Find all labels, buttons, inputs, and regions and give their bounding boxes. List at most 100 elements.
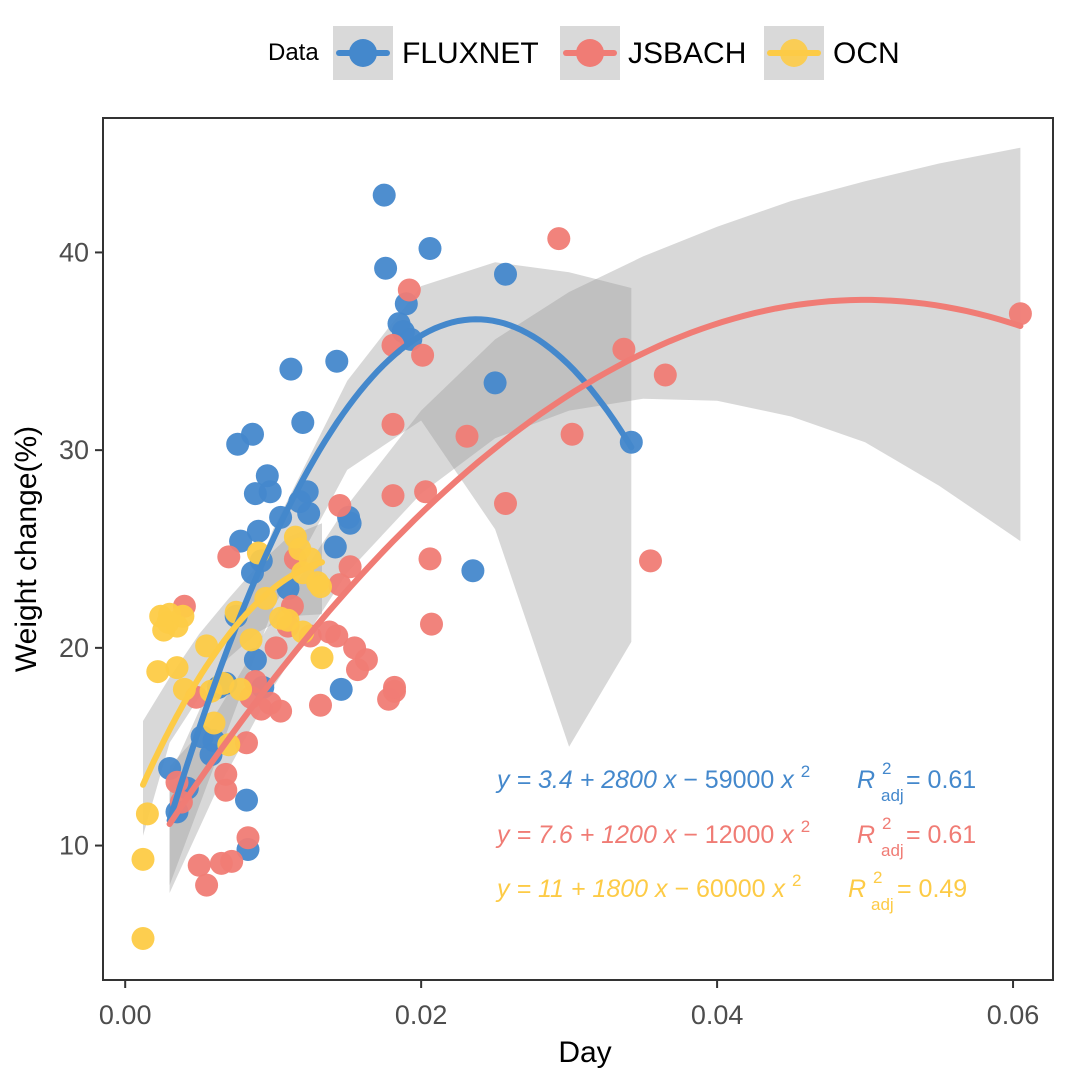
data-point-jsbach (235, 731, 258, 755)
data-point-ocn (171, 604, 195, 628)
legend-point-jsbach (576, 39, 604, 67)
data-point-fluxnet (291, 411, 315, 434)
data-point-jsbach (309, 693, 332, 717)
eq-fluxnet-x2: x (780, 766, 795, 794)
data-point-ocn (239, 628, 263, 652)
data-point-ocn (146, 660, 170, 684)
eq-ocn-exp: 2 (792, 871, 801, 890)
eq-fluxnet-r-exp: 2 (882, 759, 891, 778)
data-point-jsbach (217, 545, 241, 569)
y-axis-title: Weight change(%) (10, 426, 43, 672)
legend-item-jsbach: JSBACH (560, 26, 746, 80)
eq-fluxnet-r: R (857, 766, 875, 794)
eq-ocn-tail: − 60000 (674, 875, 765, 903)
data-point-jsbach (560, 422, 584, 446)
data-point-fluxnet (297, 501, 321, 525)
data-point-jsbach (653, 363, 677, 387)
y-tick-label: 30 (59, 435, 89, 465)
plot-area (131, 147, 1032, 950)
legend-item-fluxnet: FLUXNET (333, 26, 539, 80)
eq-ocn-x: x (654, 875, 669, 903)
data-point-jsbach (354, 648, 378, 672)
data-point-fluxnet (229, 529, 253, 553)
x-tick-label: 0.04 (691, 1000, 744, 1030)
equation-jsbach: y = 7.6 + 1200 x − 12000 x 2 R 2 adj = 0… (495, 807, 976, 862)
y-tick-label: 10 (59, 831, 89, 861)
legend-label-fluxnet: FLUXNET (402, 37, 539, 70)
data-point-jsbach (236, 826, 260, 850)
eq-ocn-r-exp: 2 (873, 868, 882, 887)
legend: Data FLUXNET JSBACH OCN (268, 26, 900, 80)
data-point-ocn (135, 802, 159, 826)
fit-curves (140, 296, 1024, 827)
data-point-fluxnet (483, 371, 507, 395)
data-point-jsbach (269, 699, 293, 723)
eq-ocn-r-sub: adj (871, 895, 894, 914)
eq-jsbach-exp: 2 (801, 817, 810, 836)
confidence-band-ocn (143, 523, 322, 836)
data-point-fluxnet (323, 535, 347, 559)
eq-jsbach-x: x (663, 821, 678, 849)
data-point-jsbach (411, 343, 435, 367)
data-point-jsbach (639, 549, 662, 573)
data-point-jsbach (214, 762, 238, 786)
eq-jsbach-r: R (857, 821, 875, 849)
data-point-ocn (229, 677, 253, 701)
y-axis: 10 20 30 40 (59, 237, 103, 861)
eq-ocn-r: R (848, 875, 866, 903)
data-point-jsbach (381, 484, 405, 508)
fit-curve-ocn (140, 559, 325, 788)
data-point-ocn (309, 575, 332, 599)
legend-item-ocn: OCN (764, 26, 900, 80)
confidence-band-fluxnet (169, 262, 632, 886)
data-point-jsbach (381, 412, 405, 436)
eq-fluxnet-x: x (663, 766, 678, 794)
data-point-ocn (195, 634, 219, 658)
data-point-jsbach (420, 612, 443, 636)
data-point-ocn (165, 656, 189, 680)
data-point-fluxnet (258, 480, 282, 504)
eq-jsbach-tail: − 12000 (683, 821, 774, 849)
eq-jsbach-r-exp: 2 (882, 814, 891, 833)
data-point-fluxnet (325, 349, 349, 373)
eq-fluxnet-exp: 2 (801, 762, 810, 781)
y-tick-label: 20 (59, 633, 89, 663)
data-point-fluxnet (461, 559, 485, 583)
eq-jsbach-r-value: = 0.61 (906, 821, 976, 849)
data-point-jsbach (397, 278, 421, 302)
fit-curve-fluxnet (166, 316, 635, 824)
eq-jsbach-y: y = 7.6 + 1200 (495, 821, 657, 849)
data-point-jsbach (547, 227, 571, 251)
data-point-fluxnet (235, 788, 258, 812)
plot-frame (102, 117, 1054, 981)
x-axis-title: Day (558, 1036, 611, 1069)
legend-title: Data (268, 39, 319, 66)
data-point-jsbach (612, 337, 636, 361)
data-point-jsbach (195, 873, 219, 897)
eq-fluxnet-r-sub: adj (881, 786, 904, 805)
data-point-fluxnet (329, 677, 353, 701)
y-tick-label: 40 (59, 237, 89, 267)
data-point-jsbach (214, 778, 238, 802)
data-point-jsbach (414, 480, 438, 504)
data-point-jsbach (328, 494, 352, 517)
eq-fluxnet-tail: − 59000 (683, 766, 774, 794)
data-point-fluxnet (494, 262, 517, 286)
data-point-fluxnet (241, 422, 264, 446)
eq-ocn-x2: x (772, 875, 787, 903)
data-point-ocn (310, 646, 334, 670)
data-point-fluxnet (418, 237, 442, 260)
eq-fluxnet-r-value: = 0.61 (906, 766, 976, 794)
eq-jsbach-r-sub: adj (881, 841, 904, 860)
eq-ocn-y: y = 11 + 1800 (495, 875, 648, 903)
data-point-jsbach (494, 492, 517, 515)
equation-ocn: y = 11 + 1800 x − 60000 x 2 R 2 adj = 0.… (495, 861, 967, 916)
data-point-fluxnet (338, 511, 362, 535)
equation-fluxnet: y = 3.4 + 2800 x − 59000 x 2 R 2 adj = 0… (495, 752, 976, 807)
data-point-jsbach (264, 636, 288, 660)
data-point-jsbach (418, 547, 442, 571)
data-point-ocn (131, 927, 155, 950)
legend-point-fluxnet (349, 39, 377, 67)
confidence-band-jsbach (169, 147, 1021, 893)
fit-curve-jsbach (166, 296, 1024, 827)
